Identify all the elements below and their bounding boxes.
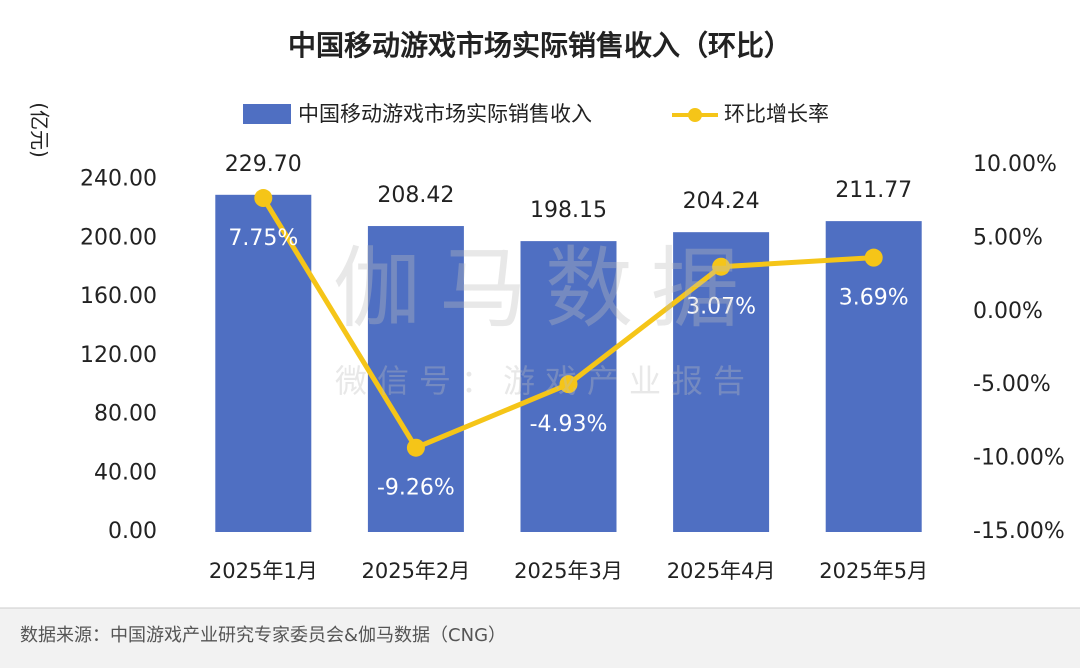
bar: [673, 232, 770, 533]
bar-value-label: 208.42: [377, 183, 454, 208]
x-tick-label: 2025年4月: [667, 559, 776, 583]
bar: [367, 226, 464, 533]
line-value-label: 3.07%: [686, 295, 756, 320]
watermark: 伽马数据: [333, 237, 757, 340]
x-tick-label: 2025年1月: [209, 559, 318, 583]
y-tick-label: 240.00: [80, 167, 157, 192]
y2-tick-label: -10.00%: [973, 446, 1065, 471]
line-value-label: 3.69%: [839, 286, 909, 311]
source: 数据来源：中国游戏产业研究专家委员会&伽马数据（CNG）: [20, 625, 506, 646]
bar-value-label: 204.24: [683, 189, 760, 214]
line-value-label: -9.26%: [377, 476, 455, 501]
y-tick-label: 0.00: [108, 519, 157, 544]
y-tick-label: 40.00: [94, 460, 157, 485]
y-axis-label: (亿元): [28, 102, 52, 158]
line-value-label: -4.93%: [530, 412, 608, 437]
legend-marker: [688, 108, 702, 122]
line-marker: [559, 375, 578, 394]
line-marker: [712, 257, 731, 276]
y2-tick-label: 10.00%: [973, 152, 1057, 177]
y2-tick-label: 5.00%: [973, 225, 1043, 250]
legend-label: 中国移动游戏市场实际销售收入: [298, 102, 592, 126]
legend-label: 环比增长率: [724, 102, 829, 126]
chart-title: 中国移动游戏市场实际销售收入（环比）: [288, 29, 792, 62]
x-tick-label: 2025年5月: [819, 559, 928, 583]
line-marker: [406, 438, 425, 457]
legend-swatch: [243, 104, 291, 124]
line-marker: [864, 248, 883, 267]
x-tick-label: 2025年2月: [361, 559, 470, 583]
y-tick-label: 120.00: [80, 343, 157, 368]
y2-tick-label: -15.00%: [973, 519, 1065, 544]
y2-tick-label: -5.00%: [973, 372, 1051, 397]
bar-value-label: 198.15: [530, 198, 607, 223]
watermark: 微信号：游戏产业报告: [335, 362, 755, 400]
y-tick-label: 80.00: [94, 402, 157, 427]
line-marker: [254, 189, 273, 208]
bar: [825, 221, 922, 532]
y2-tick-label: 0.00%: [973, 299, 1043, 324]
footer-band: [0, 608, 1080, 668]
y-tick-label: 160.00: [80, 284, 157, 309]
y-tick-label: 200.00: [80, 225, 157, 250]
x-tick-label: 2025年3月: [514, 559, 623, 583]
line-value-label: 7.75%: [228, 226, 298, 251]
bar-value-label: 229.70: [225, 152, 302, 177]
bar-value-label: 211.77: [835, 178, 912, 203]
